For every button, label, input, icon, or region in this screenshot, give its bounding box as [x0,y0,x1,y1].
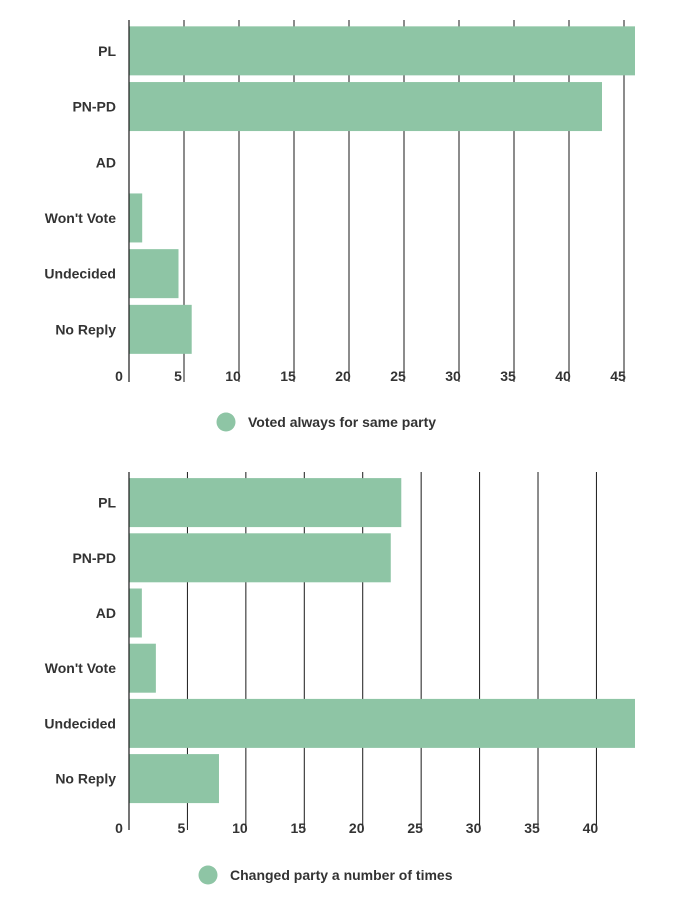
chart1-legend-swatch [216,412,236,432]
chart1-tick-label: 20 [335,368,351,384]
chart1-category-label: No Reply [55,321,116,337]
chart1-category-label: Undecided [44,266,116,282]
chart1-tick-label: 30 [445,368,461,384]
chart1-tick-label: 10 [225,368,241,384]
chart2-bar [129,588,142,638]
chart2-tick-label: 20 [349,820,365,836]
chart2-tick-label: 5 [178,820,186,836]
chart1-tick-label: 40 [555,368,571,384]
chart1-tick-label: 45 [610,368,626,384]
chart2-category-label: AD [96,605,116,621]
chart1-bar [129,304,192,354]
chart2-category-label: Undecided [44,715,116,731]
chart1-category-label: PN-PD [72,99,116,115]
chart1-category-label: AD [96,154,116,170]
chart2-bar [129,698,635,748]
chart1-tick-label: 0 [115,368,123,384]
chart2-legend-label: Changed party a number of times [230,867,453,883]
chart1-bar [129,193,143,243]
chart2-bar [129,754,219,804]
chart2-bar [129,533,391,583]
chart1-category-label: Won't Vote [45,210,116,226]
chart1-bar [129,82,602,132]
chart1-bar [129,26,635,76]
chart2-bar [129,478,402,528]
chart1-tick-label: 15 [280,368,296,384]
chart1-legend-label: Voted always for same party [248,414,436,430]
chart2-tick-label: 15 [290,820,306,836]
chart2-tick-label: 35 [524,820,540,836]
chart2-legend-swatch [198,865,218,885]
chart2-tick-label: 40 [583,820,599,836]
chart2-category-label: PN-PD [72,550,116,566]
chart2-bar [129,643,156,693]
chart2-category-label: No Reply [55,771,116,787]
chart1-category-label: PL [98,43,116,59]
chart2-category-label: Won't Vote [45,660,116,676]
chart2-tick-label: 10 [232,820,248,836]
chart1-tick-label: 5 [174,368,182,384]
chart2-tick-label: 0 [115,820,123,836]
chart2-category-label: PL [98,495,116,511]
chart2-tick-label: 30 [466,820,482,836]
chart1-tick-label: 35 [500,368,516,384]
chart1-tick-label: 25 [390,368,406,384]
chart1-bar [129,249,179,299]
chart2-tick-label: 25 [407,820,423,836]
